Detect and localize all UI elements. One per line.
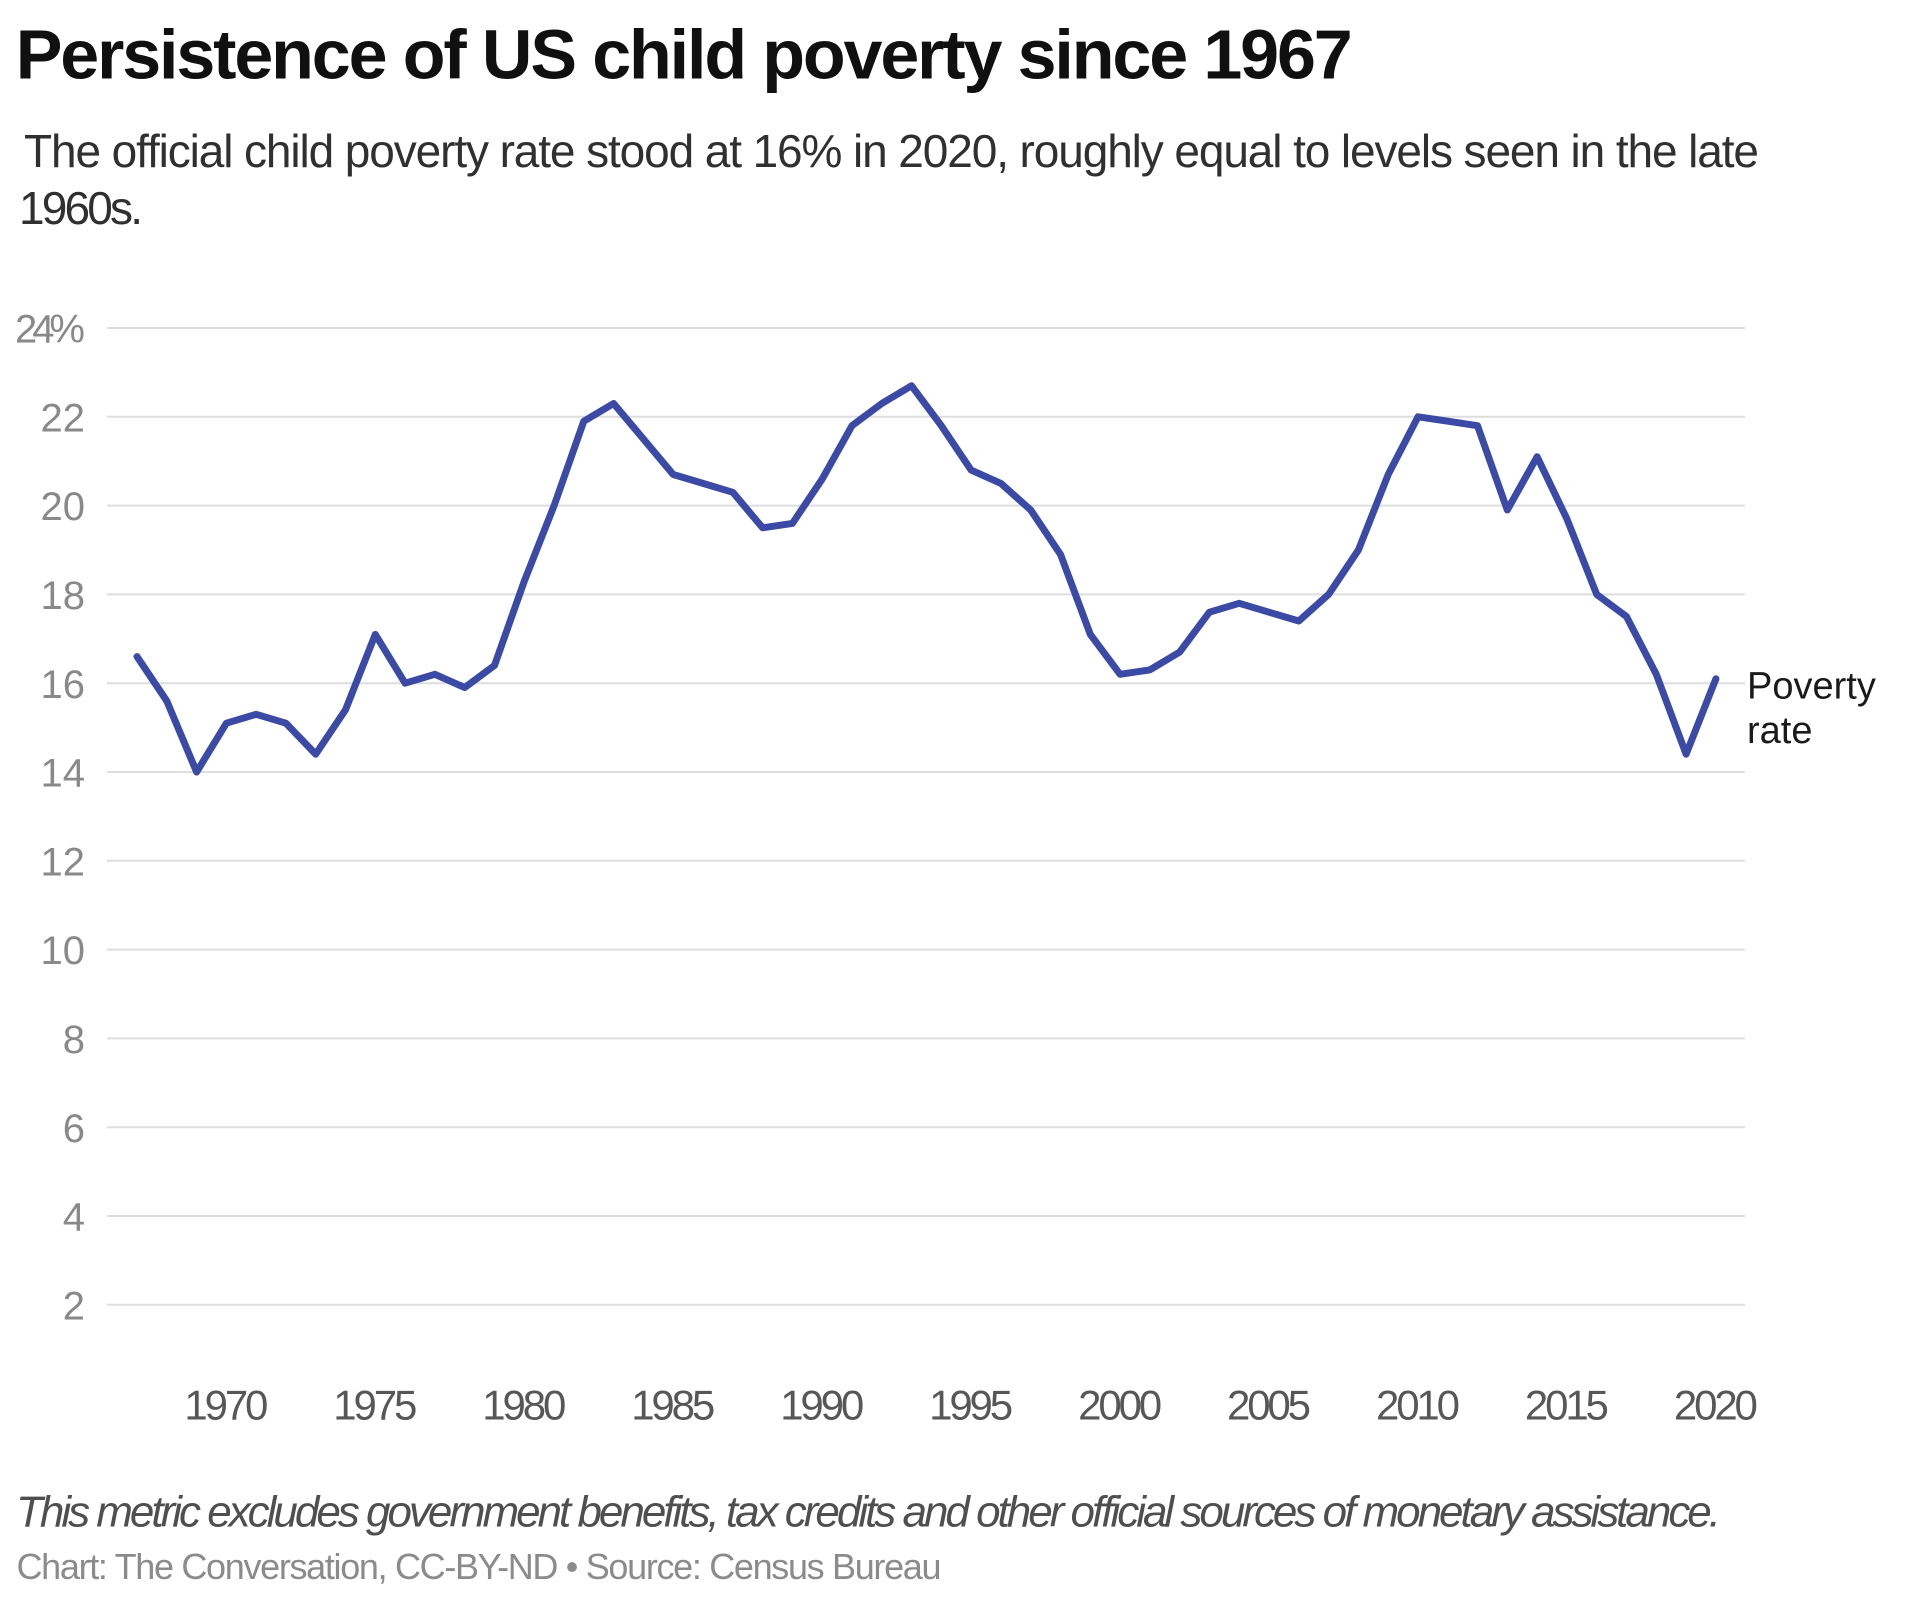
svg-text:Chart: The Conversation, CC-BY: Chart: The Conversation, CC-BY-ND • Sour… bbox=[17, 1546, 942, 1587]
svg-text:1990: 1990 bbox=[780, 1381, 864, 1428]
svg-text:24%: 24% bbox=[15, 308, 85, 352]
svg-text:18: 18 bbox=[41, 574, 86, 618]
svg-text:1960s.: 1960s. bbox=[19, 182, 143, 234]
svg-text:rate: rate bbox=[1747, 710, 1812, 752]
svg-text:Poverty: Poverty bbox=[1747, 665, 1876, 707]
svg-text:2015: 2015 bbox=[1525, 1381, 1609, 1428]
svg-text:1995: 1995 bbox=[929, 1381, 1013, 1428]
svg-text:22: 22 bbox=[41, 396, 86, 440]
svg-text:2: 2 bbox=[63, 1284, 85, 1328]
svg-text:14: 14 bbox=[41, 752, 86, 796]
svg-text:12: 12 bbox=[41, 840, 86, 884]
svg-text:2010: 2010 bbox=[1376, 1381, 1460, 1428]
svg-text:2020: 2020 bbox=[1674, 1381, 1758, 1428]
svg-text:10: 10 bbox=[41, 929, 86, 973]
svg-text:This metric excludes governmen: This metric excludes government benefits… bbox=[16, 1488, 1721, 1537]
svg-text:2000: 2000 bbox=[1078, 1381, 1162, 1428]
svg-text:6: 6 bbox=[63, 1107, 85, 1151]
svg-text:1970: 1970 bbox=[184, 1381, 268, 1428]
svg-text:Persistence of US child povert: Persistence of US child poverty since 19… bbox=[16, 15, 1353, 93]
svg-text:4: 4 bbox=[63, 1196, 85, 1240]
svg-text:1985: 1985 bbox=[631, 1381, 715, 1428]
svg-text:8: 8 bbox=[63, 1018, 85, 1062]
svg-text:1980: 1980 bbox=[482, 1381, 566, 1428]
svg-text:2005: 2005 bbox=[1227, 1381, 1311, 1428]
svg-text:20: 20 bbox=[41, 485, 86, 529]
svg-text:1975: 1975 bbox=[333, 1381, 417, 1428]
svg-text:16: 16 bbox=[41, 663, 86, 707]
svg-text:The official child poverty rat: The official child poverty rate stood at… bbox=[24, 125, 1759, 177]
